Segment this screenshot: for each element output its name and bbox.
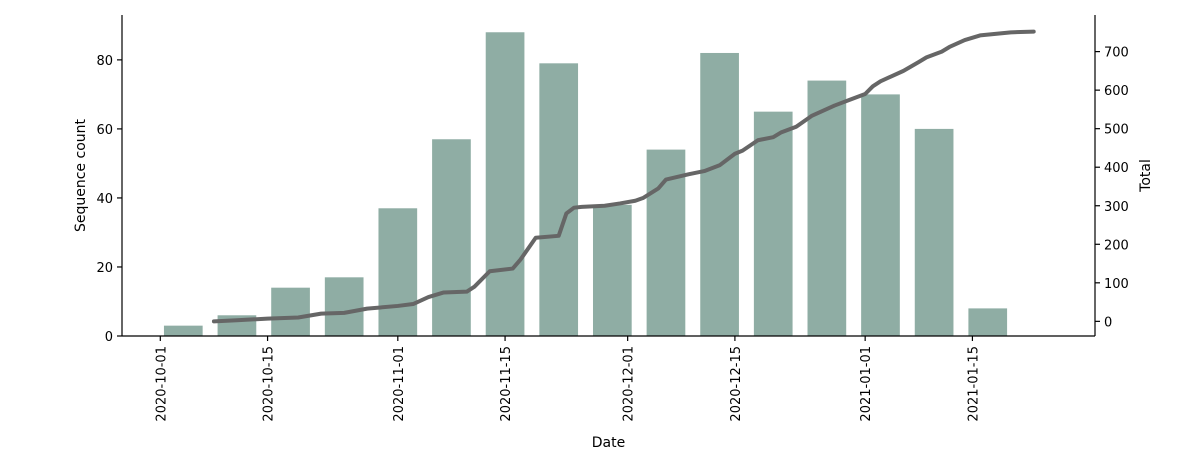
bar-2020-10-04 — [163, 325, 203, 336]
y-tick-label-0: 0 — [105, 330, 113, 345]
y2-tick-label-200: 200 — [1104, 238, 1129, 253]
y2-tick-label-700: 700 — [1104, 46, 1129, 61]
y-tick-label-40: 40 — [96, 192, 113, 207]
y2-tick-label-400: 400 — [1104, 161, 1129, 176]
total-line — [211, 29, 1036, 324]
x-tick-label-2020-10-15: 2020-10-15 — [262, 346, 277, 422]
bar-2020-12-13 — [700, 52, 739, 336]
bars-layer — [163, 32, 1008, 337]
y2-tick-label-300: 300 — [1104, 200, 1129, 215]
x-tick-label-2021-01-01: 2021-01-01 — [859, 346, 874, 422]
bar-2020-11-08 — [432, 139, 471, 336]
y2-tick-label-100: 100 — [1104, 277, 1129, 292]
y2-tick-label-0: 0 — [1104, 315, 1112, 330]
x-tick-label-2020-11-15: 2020-11-15 — [499, 346, 514, 422]
bar-2020-11-29 — [592, 204, 632, 336]
x-tick-label-2020-10-01: 2020-10-01 — [154, 346, 169, 422]
y-tick-label-20: 20 — [96, 261, 113, 276]
x-tick-label-2021-01-15: 2021-01-15 — [966, 346, 981, 422]
bar-2020-12-20 — [753, 111, 793, 337]
bar-2021-01-10 — [914, 128, 954, 336]
bar-2021-01-03 — [861, 94, 900, 336]
bar-2020-11-15 — [485, 32, 525, 336]
y2-axis-title: Total — [1138, 159, 1154, 193]
y2-tick-label-500: 500 — [1104, 123, 1129, 138]
bar-2020-12-27 — [807, 80, 847, 336]
y2-tick-label-600: 600 — [1104, 84, 1129, 99]
left-axis-ticks: 0 20 40 60 80 — [96, 54, 122, 345]
bar-2020-10-18 — [271, 287, 310, 336]
x-axis-ticks: 2020-10-01 2020-10-15 2020-11-01 2020-11-15… — [154, 336, 981, 422]
bar-2020-11-01 — [378, 208, 418, 336]
bar-2021-01-17 — [968, 308, 1008, 336]
y-axis-title: Sequence count — [73, 118, 89, 232]
x-tick-label-2020-12-01: 2020-12-01 — [622, 346, 637, 422]
x-tick-label-2020-11-01: 2020-11-01 — [392, 346, 407, 422]
bar-2020-10-25 — [324, 277, 364, 336]
x-tick-label-2020-12-15: 2020-12-15 — [729, 346, 744, 422]
y-tick-label-80: 80 — [96, 54, 113, 69]
line-layer — [211, 29, 1036, 324]
y-tick-label-60: 60 — [96, 123, 113, 138]
bar-2020-11-22 — [539, 63, 579, 336]
right-axis-ticks: 0 100 200 300 400 500 600 700 — [1095, 46, 1129, 330]
x-axis-title: Date — [592, 435, 625, 451]
